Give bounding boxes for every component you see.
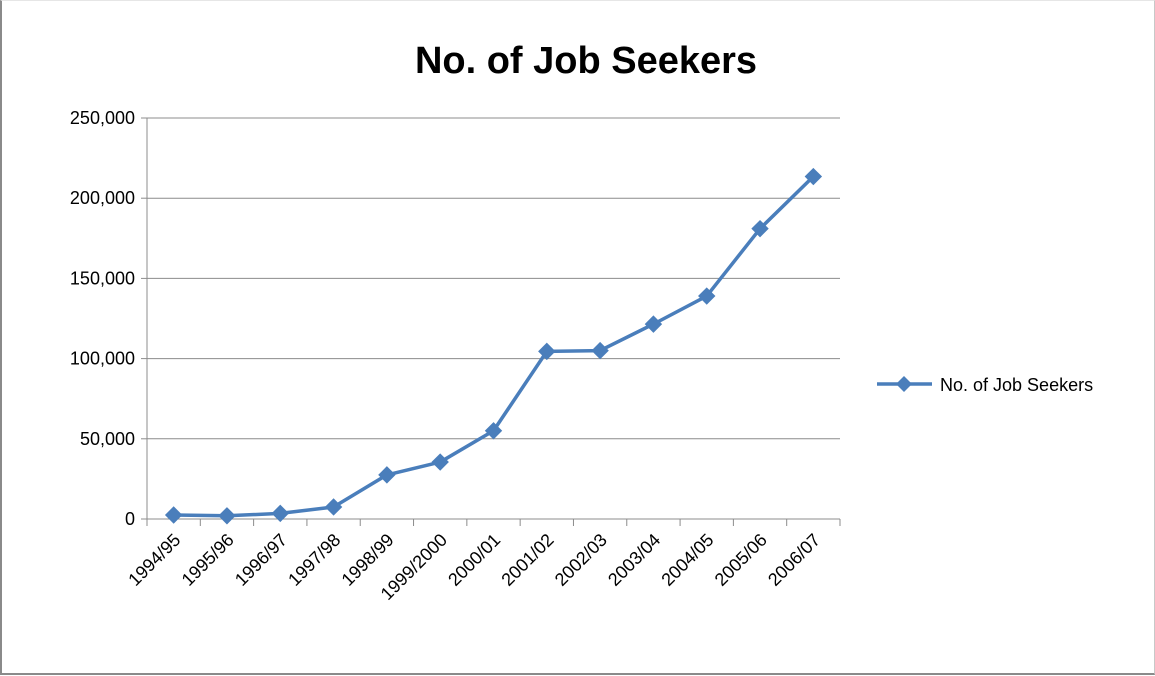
x-tick-label: 1995/96 [178,530,238,590]
axes [146,118,841,526]
x-tick-label: 2005/06 [711,530,771,590]
x-axis-tick-labels: 1994/951995/961996/971997/981998/991999/… [124,530,824,604]
y-axis-tick-labels: 0 50,000 100,000 150,000 200,000 250,000 [70,108,135,529]
x-tick-label: 1996/97 [231,530,291,590]
y-tick-label: 200,000 [70,188,135,208]
data-point [804,167,823,186]
y-tick-label: 50,000 [80,429,135,449]
data-point [378,466,396,484]
data-point [591,341,609,360]
legend: No. of Job Seekers [877,375,1093,395]
y-tick-label: 150,000 [70,268,135,288]
data-point [164,506,183,524]
legend-diamond-marker [896,376,912,392]
x-tick-label: 1997/98 [284,530,344,590]
series-layer [164,167,823,525]
data-point [271,504,289,523]
data-point [698,287,716,305]
x-tick-label: 1994/95 [124,530,184,590]
gridlines [141,117,840,520]
chart-title: No. of Job Seekers [415,40,757,82]
x-tick-label: 2003/04 [604,530,664,590]
data-point [644,315,663,333]
legend-label: No. of Job Seekers [940,375,1093,395]
data-point [324,498,343,516]
data-point [751,219,769,238]
y-tick-label: 0 [125,509,135,529]
x-tick-label: 2006/07 [764,530,824,590]
x-tick-label: 2001/02 [497,530,557,590]
data-point [218,507,236,525]
y-tick-label: 100,000 [70,349,135,369]
x-tick-label: 2002/03 [551,530,611,590]
data-point [538,342,556,361]
series-line [173,175,815,518]
y-tick-label: 250,000 [70,108,135,128]
x-tick-label: 2004/05 [657,530,717,590]
data-point [484,422,503,440]
x-tick-label: 2000/01 [444,530,504,590]
data-point [431,453,449,471]
